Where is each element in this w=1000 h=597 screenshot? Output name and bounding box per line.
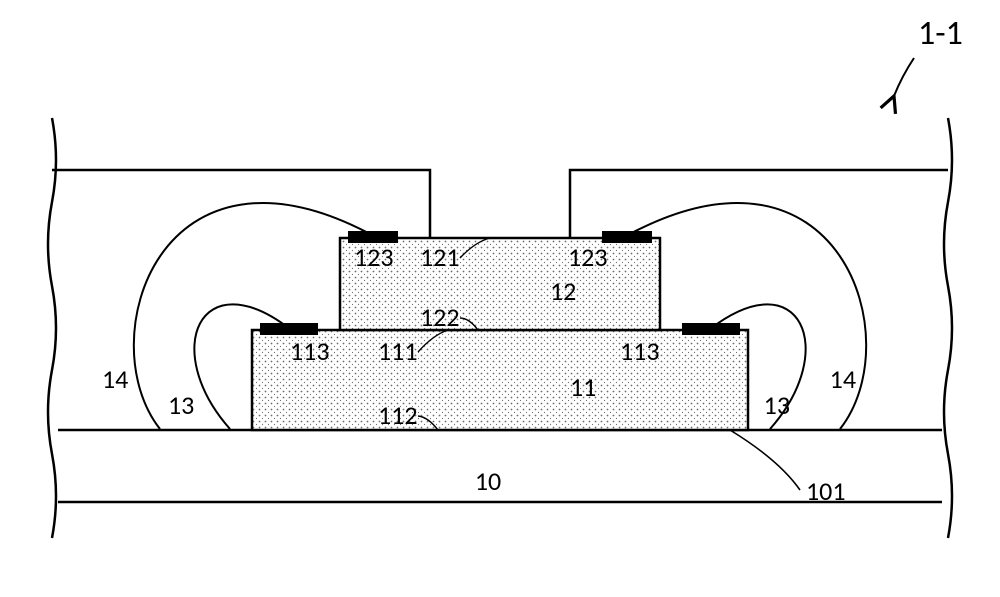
label-11: 11	[570, 371, 596, 403]
label-113-left: 113	[290, 335, 330, 367]
label-122: 122	[420, 301, 460, 333]
label-13-left: 13	[168, 389, 194, 421]
figure-pointer-arrow	[894, 58, 914, 96]
label-123-right: 123	[568, 241, 608, 273]
label-14-right: 14	[830, 363, 856, 395]
label-111: 111	[378, 335, 418, 367]
pad-123-right	[602, 231, 652, 243]
label-121: 121	[420, 241, 460, 273]
figure-pointer-label: 1-1	[918, 13, 963, 54]
label-113-right: 113	[620, 335, 660, 367]
label-14-left: 14	[102, 363, 128, 395]
label-112: 112	[378, 399, 418, 431]
label-10: 10	[475, 465, 501, 497]
label-12: 12	[550, 275, 576, 307]
label-101: 101	[806, 475, 846, 507]
label-13-right: 13	[764, 389, 790, 421]
cross-section-diagram: 1010111111112113113121211221231231314131…	[46, 13, 963, 538]
leader-101	[730, 430, 800, 490]
label-123-left: 123	[354, 241, 394, 273]
